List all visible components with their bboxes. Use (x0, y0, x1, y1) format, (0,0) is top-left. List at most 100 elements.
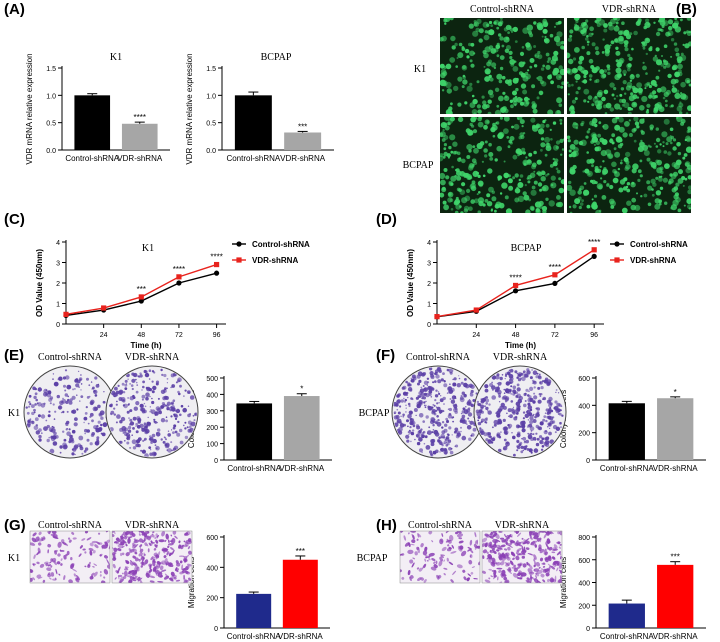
colony (437, 439, 441, 443)
migrated-cell (420, 577, 424, 581)
colony (117, 384, 120, 387)
migrated-cell (452, 570, 457, 576)
migrated-cell (418, 567, 423, 572)
colony (511, 408, 514, 411)
colony (184, 421, 187, 424)
cell (674, 18, 678, 20)
cell (441, 187, 447, 193)
cell (637, 169, 642, 174)
migrated-cell (488, 541, 492, 547)
colony (430, 439, 435, 444)
bar (74, 95, 111, 150)
migrated-cell (134, 543, 139, 549)
migrated-cell (411, 539, 416, 544)
cell (488, 186, 494, 193)
cell (614, 124, 621, 131)
cell (487, 111, 492, 114)
colony (62, 410, 65, 414)
migrated-cell (500, 537, 505, 540)
colony (447, 439, 452, 443)
colony (485, 421, 488, 424)
colony (461, 391, 465, 395)
migrated-cell (458, 540, 464, 544)
migrated-cell (516, 566, 521, 570)
colony (452, 378, 454, 381)
cell (476, 193, 479, 196)
cell (582, 79, 588, 84)
migrated-cell (499, 553, 503, 558)
migrated-cell (120, 541, 125, 546)
migrated-cell (543, 533, 547, 539)
colony (62, 397, 64, 400)
colony (149, 395, 151, 398)
bar (234, 95, 272, 150)
colony (96, 436, 100, 440)
colony (396, 420, 400, 424)
colony (499, 376, 503, 381)
colony (405, 404, 407, 407)
cell (674, 71, 680, 78)
colony (438, 369, 442, 373)
cell (496, 73, 503, 80)
colony (427, 432, 429, 434)
cell (628, 119, 631, 122)
cell (590, 132, 597, 139)
cell (659, 143, 662, 146)
cell (512, 176, 516, 180)
cell (628, 133, 633, 137)
colony (132, 446, 137, 450)
cell (523, 194, 530, 201)
colony (71, 410, 75, 414)
cell (649, 161, 653, 165)
cell (629, 32, 633, 36)
cell (473, 52, 476, 55)
cell (642, 118, 645, 121)
migrated-cell (484, 533, 489, 537)
cell (472, 145, 476, 149)
migration-col-label-vdr: VDR-shRNA (125, 520, 180, 531)
colony (187, 405, 190, 407)
colony (477, 416, 481, 419)
migrated-cell (52, 536, 59, 540)
cell (577, 86, 581, 91)
migrated-cell (132, 555, 137, 559)
cell (579, 202, 584, 206)
colony (478, 403, 482, 407)
colony (25, 406, 28, 409)
cell (616, 95, 619, 98)
migrated-cell (70, 556, 73, 561)
colony (443, 450, 448, 455)
colony (62, 430, 65, 433)
colony (166, 378, 169, 380)
migrated-cell (50, 572, 55, 577)
colony (490, 441, 494, 444)
migrated-cell (500, 544, 506, 548)
colony (411, 429, 415, 432)
cell (583, 189, 590, 196)
colony (155, 432, 158, 434)
colony (153, 418, 156, 421)
migrated-cell (502, 556, 507, 562)
colony (77, 443, 81, 447)
migrated-cell (188, 577, 192, 581)
cell (555, 40, 562, 47)
migrated-cell (555, 560, 559, 564)
cell (474, 198, 479, 204)
colony (558, 392, 560, 394)
migrated-cell (156, 561, 161, 565)
migrated-cell (63, 575, 66, 581)
migrated-cell (128, 580, 133, 583)
cell (557, 21, 561, 25)
colony (449, 371, 453, 375)
cell (672, 85, 675, 88)
y-tick-label: 1.5 (206, 66, 216, 73)
migrated-cell (165, 563, 168, 566)
cell (569, 29, 574, 34)
cell (602, 160, 605, 163)
cell (614, 151, 621, 158)
migrated-cell (49, 577, 52, 580)
panel-letter-h: (H) (376, 517, 397, 534)
colony (409, 389, 413, 392)
migrated-cell (37, 576, 43, 580)
y-tick-label: 1 (56, 302, 60, 309)
